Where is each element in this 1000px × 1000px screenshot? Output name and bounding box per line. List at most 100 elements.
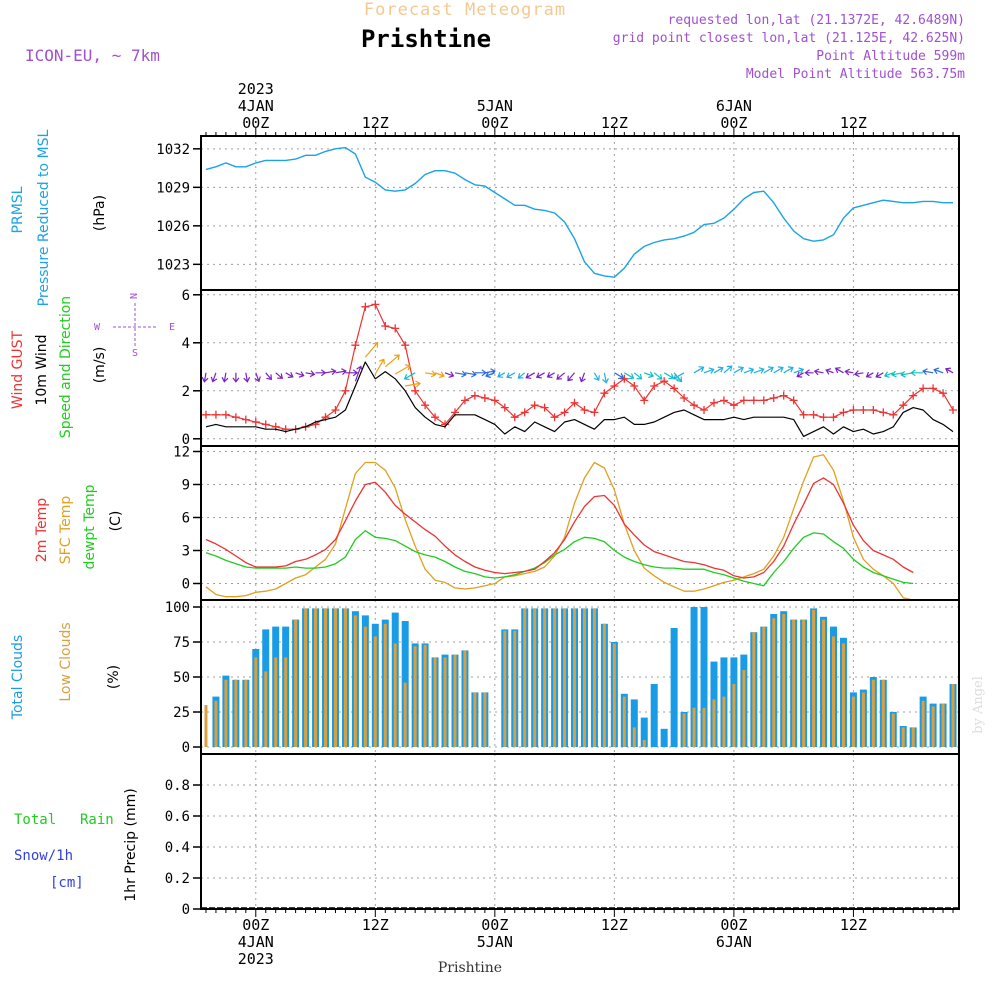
low-cloud-bar bbox=[622, 696, 626, 747]
low-cloud-bar bbox=[304, 608, 308, 747]
wind-direction-arrow bbox=[643, 371, 655, 379]
compass-n: N bbox=[129, 293, 140, 299]
wind-gust-point bbox=[859, 406, 868, 414]
wind-direction-arrow bbox=[844, 368, 854, 376]
wind-gust-line bbox=[206, 303, 954, 430]
wind-gust-point bbox=[729, 401, 738, 410]
y-tick-label: 12 bbox=[173, 445, 190, 461]
dewpt-temp-line bbox=[205, 530, 914, 587]
wind-gust-point bbox=[550, 413, 559, 422]
point-altitude: Point Altitude 599m bbox=[816, 49, 965, 64]
wind-direction-arrow bbox=[703, 367, 715, 374]
low-cloud-bar bbox=[841, 643, 845, 747]
total-clouds-label: Total Clouds bbox=[10, 635, 26, 720]
wind-gust-point bbox=[530, 401, 539, 410]
wind-direction-arrow bbox=[763, 366, 774, 374]
low-cloud-bar bbox=[632, 727, 636, 747]
time-label-bottom: 4JAN bbox=[238, 933, 274, 951]
legend-rain: Rain bbox=[80, 812, 114, 828]
low-cloud-bar bbox=[921, 700, 925, 747]
low-cloud-bar bbox=[204, 705, 208, 747]
compass-rose-icon: N W E S bbox=[94, 293, 175, 359]
wind-gust-point bbox=[381, 322, 390, 330]
low-cloud-bar bbox=[264, 671, 268, 747]
wind-gust-point bbox=[949, 406, 958, 414]
wind-direction-arrow bbox=[853, 370, 864, 378]
time-label-bottom: 12Z bbox=[362, 916, 389, 934]
axis-ticks: 10231026102910320246036912025507510000.2… bbox=[156, 80, 954, 968]
low-cloud-bar bbox=[792, 619, 796, 747]
wind-gust-point bbox=[829, 413, 838, 422]
wind-direction-arrow bbox=[285, 372, 294, 379]
wind-gust-point bbox=[869, 406, 878, 414]
low-cloud-bar bbox=[453, 654, 457, 747]
time-label-top: 5JAN bbox=[477, 97, 513, 115]
wind-direction-arrow bbox=[454, 370, 467, 378]
low-cloud-bar bbox=[533, 608, 537, 747]
low-cloud-bar bbox=[582, 608, 586, 747]
precip-panel-labels: 1hr Precip (mm) Total Rain Snow/1h [cm] bbox=[14, 788, 139, 901]
wind-direction-arrow bbox=[254, 372, 261, 383]
y-tick-label: 25 bbox=[173, 705, 190, 721]
low-cloud-bar bbox=[901, 727, 905, 747]
low-cloud-bar bbox=[284, 657, 288, 747]
wind-panel-labels: Wind GUST 10m Wind Speed and Direction (… bbox=[10, 293, 175, 438]
wind-gust-point bbox=[371, 300, 380, 309]
wind-gust-point bbox=[480, 394, 489, 402]
wind-gust-point bbox=[570, 398, 579, 407]
y-tick-label: 75 bbox=[173, 635, 190, 651]
wind-gust-point bbox=[391, 324, 400, 333]
wind-direction-arrow bbox=[567, 372, 575, 382]
wind-gust-point bbox=[341, 386, 350, 395]
wind-direction-arrow bbox=[434, 371, 445, 379]
time-label-top: 00Z bbox=[242, 114, 269, 132]
low-cloud-bar bbox=[951, 684, 955, 747]
wind-direction-arrow bbox=[813, 368, 824, 376]
low-cloud-bar bbox=[782, 614, 786, 747]
wind-direction-arrow bbox=[624, 372, 635, 380]
wind-gust-point bbox=[799, 410, 808, 419]
low-cloud-bar bbox=[702, 707, 706, 747]
y-tick-label: 50 bbox=[173, 670, 190, 686]
low-cloud-bar bbox=[353, 615, 357, 747]
meteogram-subtitle: Forecast Meteogram bbox=[364, 0, 566, 20]
wind-direction-arrow bbox=[335, 368, 347, 376]
low-cloud-bar bbox=[742, 670, 746, 747]
wind-direction-arrow bbox=[733, 366, 744, 374]
temp-dewpt-label: dewpt Temp bbox=[82, 484, 98, 569]
clouds-panel-labels: Total Clouds Low Clouds (%) bbox=[10, 622, 122, 720]
wind-direction-arrow bbox=[305, 370, 316, 378]
total-cloud-bar bbox=[670, 628, 678, 747]
low-cloud-bar bbox=[294, 619, 298, 747]
wind-gust-point bbox=[660, 377, 669, 386]
low-cloud-bar bbox=[692, 707, 696, 747]
wind-direction-arrow bbox=[723, 365, 733, 374]
wind-direction-arrow bbox=[875, 372, 884, 379]
time-label-top: 6JAN bbox=[716, 97, 752, 115]
y-tick-label: 9 bbox=[182, 478, 190, 494]
grid-point-coords: grid point closest lon,lat (21.125E, 42.… bbox=[613, 31, 965, 46]
wind-direction-arrow bbox=[444, 371, 455, 378]
wind-direction-arrow bbox=[405, 380, 421, 388]
wind-direction-arrow bbox=[295, 371, 305, 378]
low-cloud-bar bbox=[234, 679, 238, 747]
total-cloud-bar bbox=[690, 607, 698, 747]
low-cloud-bar bbox=[254, 657, 258, 747]
low-cloud-bar bbox=[831, 636, 835, 747]
precip-axis-label: 1hr Precip (mm) bbox=[123, 788, 139, 901]
wind-direction-arrow bbox=[653, 372, 663, 380]
wind-gust-point bbox=[839, 408, 848, 417]
wind-gust-point bbox=[620, 374, 629, 383]
y-tick-label: 3 bbox=[182, 544, 190, 560]
legend-total: Total bbox=[14, 812, 56, 828]
wind-gust-point bbox=[540, 403, 549, 412]
low-cloud-bar bbox=[563, 608, 567, 747]
wind-direction-arrow bbox=[535, 372, 545, 379]
wind-direction-arrow bbox=[910, 369, 924, 377]
low-cloud-bar bbox=[324, 608, 328, 747]
wind-unit-label: (m/s) bbox=[92, 347, 108, 384]
pressure-unit-label: (hPa) bbox=[92, 195, 108, 231]
prmsl-label: PRMSL bbox=[10, 186, 26, 233]
low-cloud-bar bbox=[274, 657, 278, 747]
wind-gust-point bbox=[251, 418, 260, 426]
